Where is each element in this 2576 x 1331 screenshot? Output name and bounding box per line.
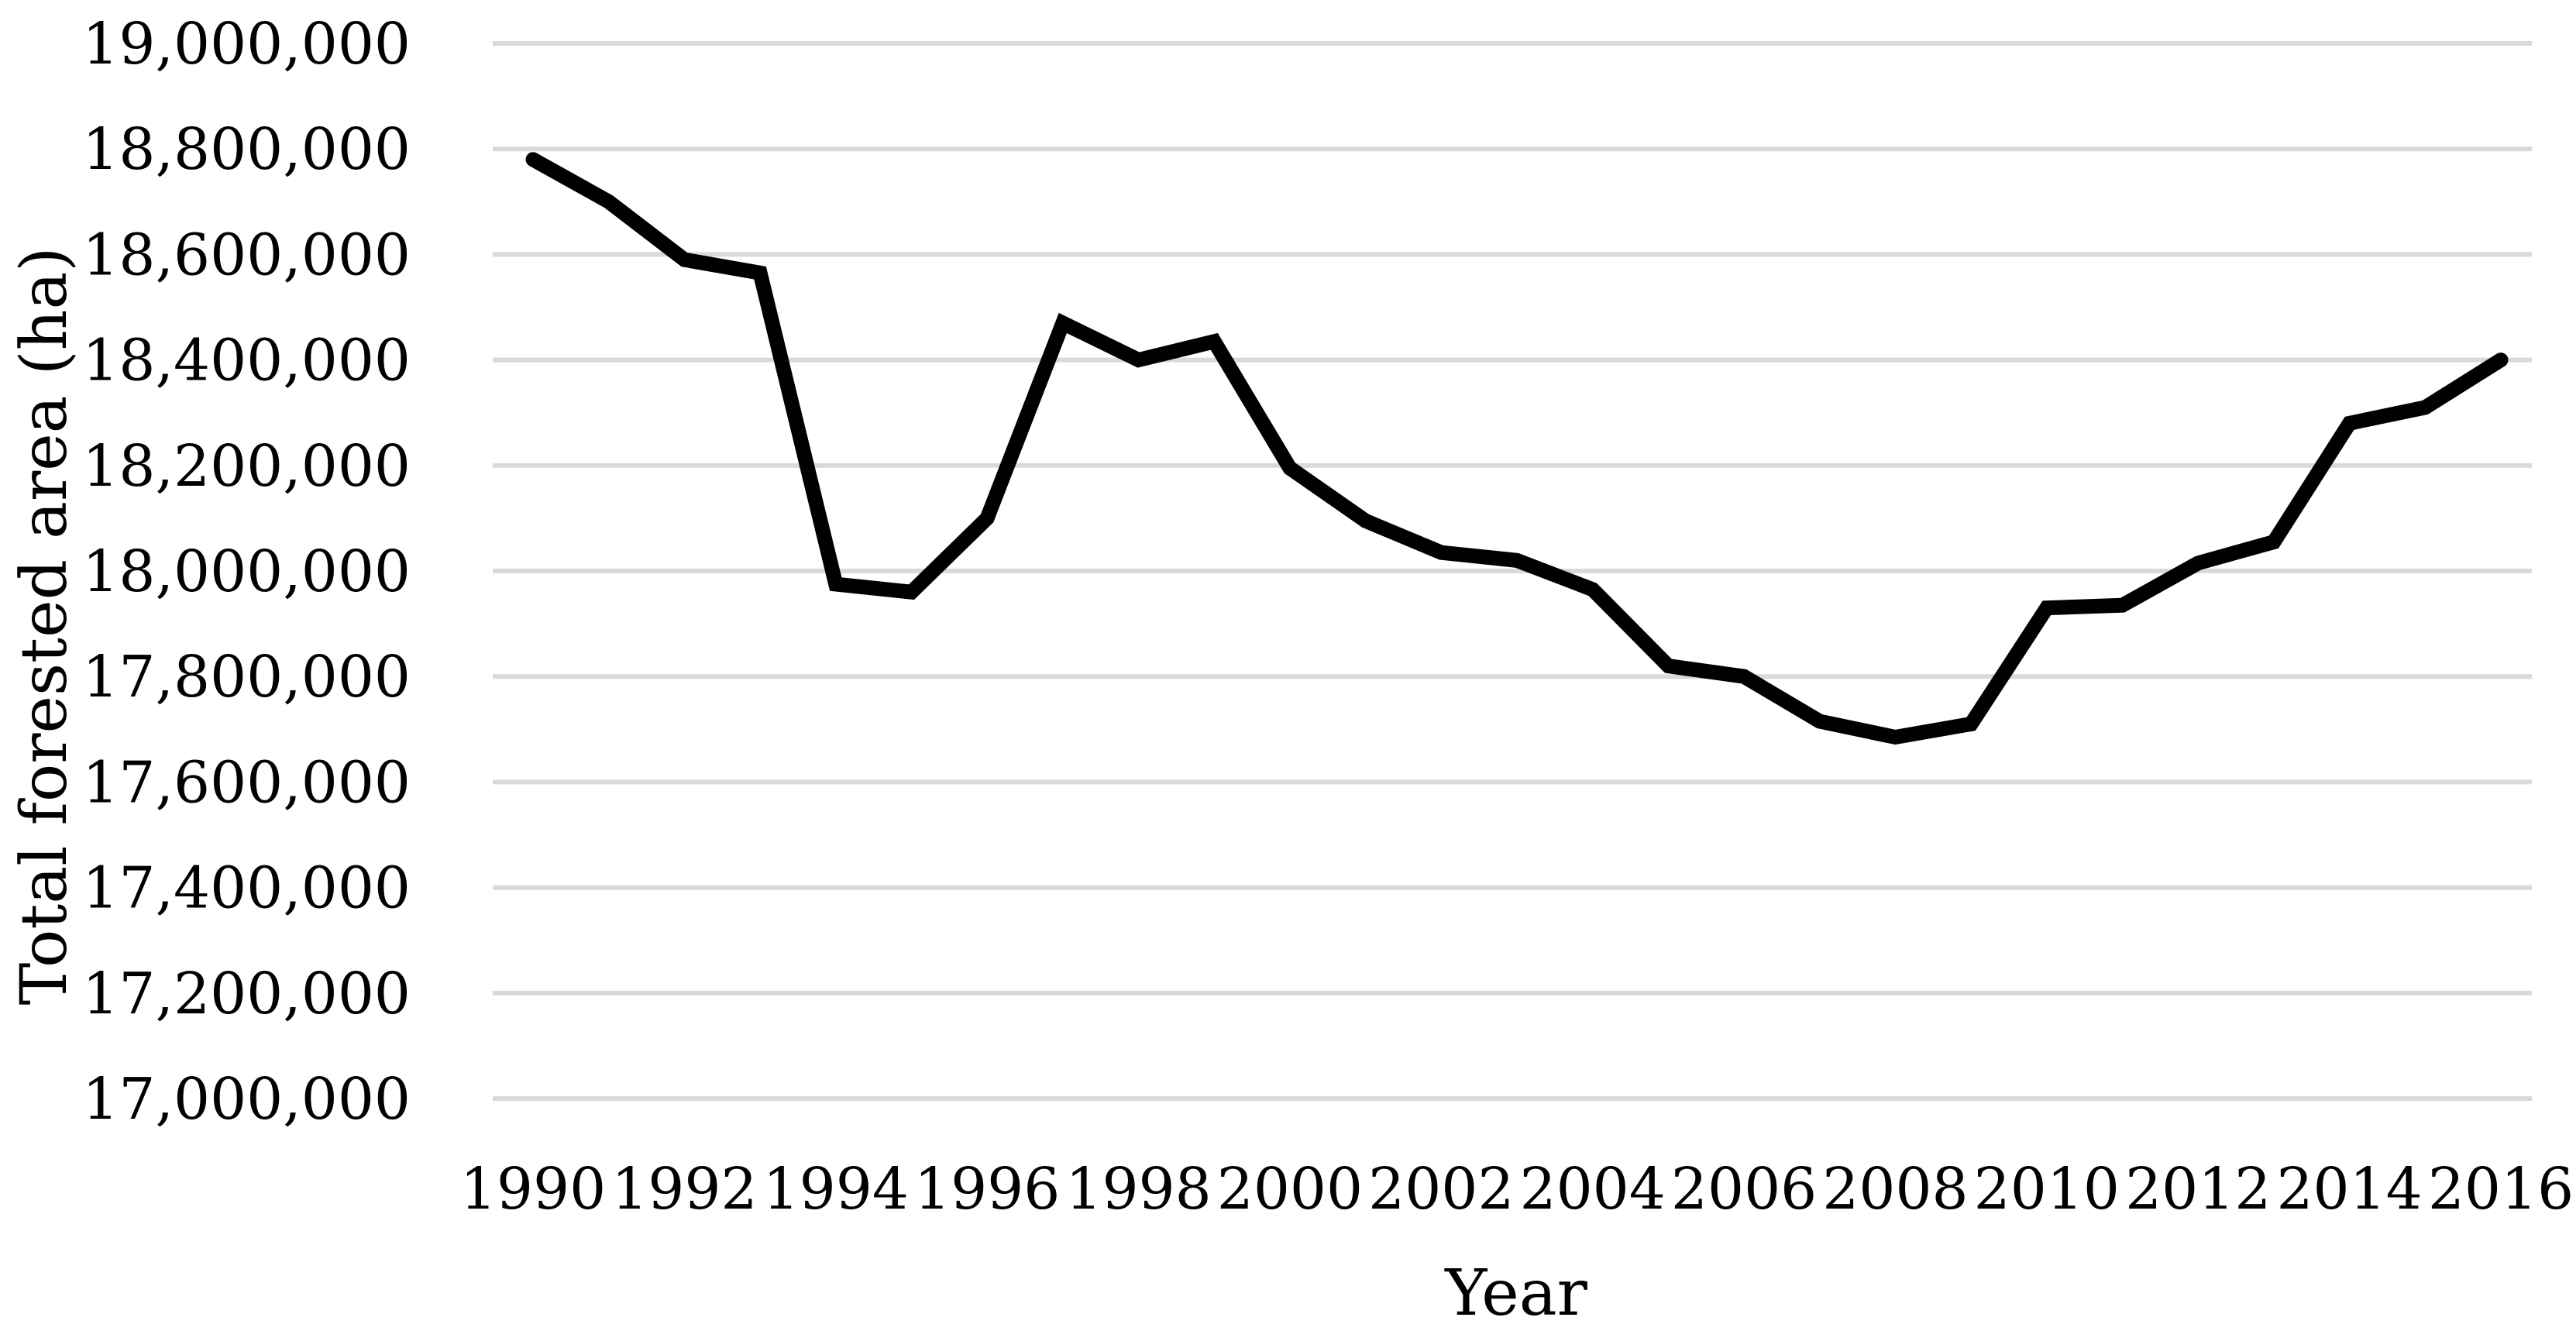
x-tick-label: 2014 — [2276, 1156, 2422, 1223]
x-tick-label: 2006 — [1671, 1156, 1817, 1223]
x-tick-label: 2008 — [1822, 1156, 1968, 1223]
series-layer — [525, 152, 2509, 745]
y-tick-label: 18,600,000 — [82, 222, 411, 288]
y-tick-label: 18,400,000 — [82, 328, 411, 394]
x-tick-label: 2012 — [2125, 1156, 2271, 1223]
y-tick-label: 17,200,000 — [82, 961, 411, 1027]
y-tick-label: 17,600,000 — [82, 749, 411, 816]
y-axis-tick-labels: 17,000,000 17,200,000 17,400,000 17,600,000… — [82, 11, 411, 1133]
x-tick-label: 2002 — [1368, 1156, 1514, 1223]
series-line — [525, 152, 2509, 745]
y-tick-label: 17,400,000 — [82, 855, 411, 922]
x-tick-label: 1994 — [763, 1156, 909, 1223]
gridlines — [493, 41, 2532, 1101]
y-tick-label: 17,800,000 — [82, 644, 411, 710]
x-tick-label: 2010 — [1974, 1156, 2120, 1223]
y-axis-title: Total forested area (ha) — [8, 247, 81, 1006]
x-axis-title: Year — [1444, 1257, 1587, 1330]
y-tick-label: 18,800,000 — [82, 116, 411, 183]
x-tick-label: 1996 — [914, 1156, 1060, 1223]
x-tick-label: 2016 — [2428, 1156, 2574, 1223]
y-tick-label: 17,000,000 — [82, 1066, 411, 1133]
x-tick-label: 2000 — [1217, 1156, 1363, 1223]
y-tick-label: 19,000,000 — [82, 11, 411, 77]
y-tick-label: 18,200,000 — [82, 433, 411, 500]
x-tick-label: 1990 — [460, 1156, 606, 1223]
x-tick-label: 1998 — [1065, 1156, 1211, 1223]
x-tick-label: 1992 — [611, 1156, 757, 1223]
y-tick-label: 18,000,000 — [82, 538, 411, 605]
x-tick-label: 2004 — [1520, 1156, 1666, 1223]
x-axis-tick-labels: 1990 1992 1994 1996 1998 2000 2002 2004 2006 2008… — [460, 1156, 2574, 1223]
